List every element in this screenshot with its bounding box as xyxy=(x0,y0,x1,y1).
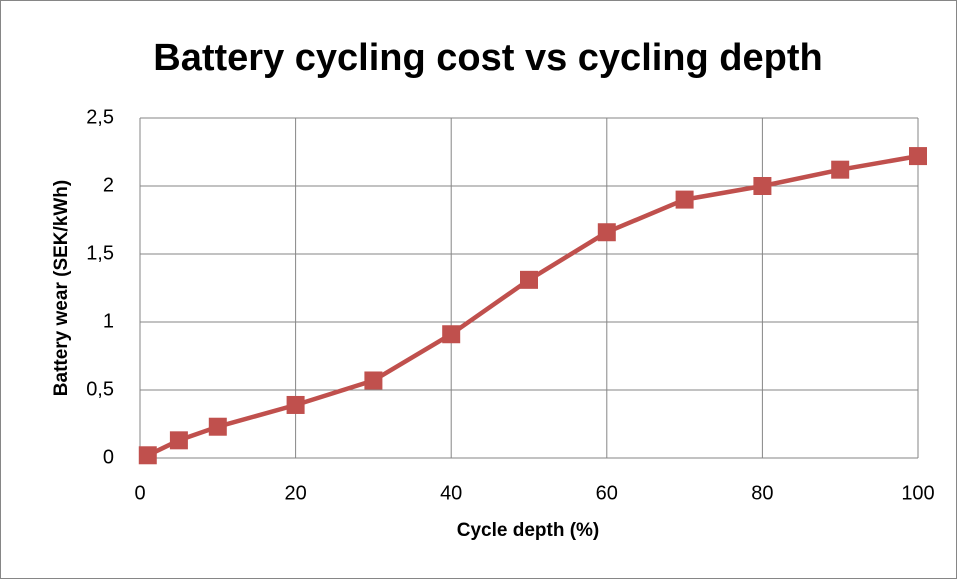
x-tick-label: 60 xyxy=(596,482,618,504)
y-tick-label: 1,5 xyxy=(86,242,114,264)
point-marker xyxy=(364,371,383,390)
point-marker xyxy=(753,177,772,195)
y-tick-label: 2 xyxy=(103,174,114,196)
point-marker xyxy=(675,190,694,209)
point-marker xyxy=(831,160,850,179)
point-marker xyxy=(138,446,157,465)
x-tick-label: 100 xyxy=(901,482,934,504)
point-marker xyxy=(286,395,305,414)
y-axis-label: Battery wear (SEK/kWh) xyxy=(51,180,72,396)
x-tick-label: 0 xyxy=(134,482,145,504)
y-tick-label: 0,5 xyxy=(86,378,114,400)
x-axis-label: Cycle depth (%) xyxy=(457,520,600,541)
x-tick-label: 20 xyxy=(284,482,306,504)
x-tick-label: 40 xyxy=(440,482,462,504)
point-marker xyxy=(208,417,227,436)
x-tick-label: 80 xyxy=(751,482,773,504)
point-marker xyxy=(169,431,188,450)
point-marker xyxy=(520,270,538,289)
y-tick-label: 2,5 xyxy=(86,106,114,128)
y-tick-label: 0 xyxy=(103,446,114,468)
y-tick-label: 1 xyxy=(103,310,114,332)
point-marker xyxy=(597,223,616,242)
chart-title: Battery cycling cost vs cycling depth xyxy=(153,37,822,79)
point-marker xyxy=(442,325,461,344)
point-marker xyxy=(909,147,927,166)
